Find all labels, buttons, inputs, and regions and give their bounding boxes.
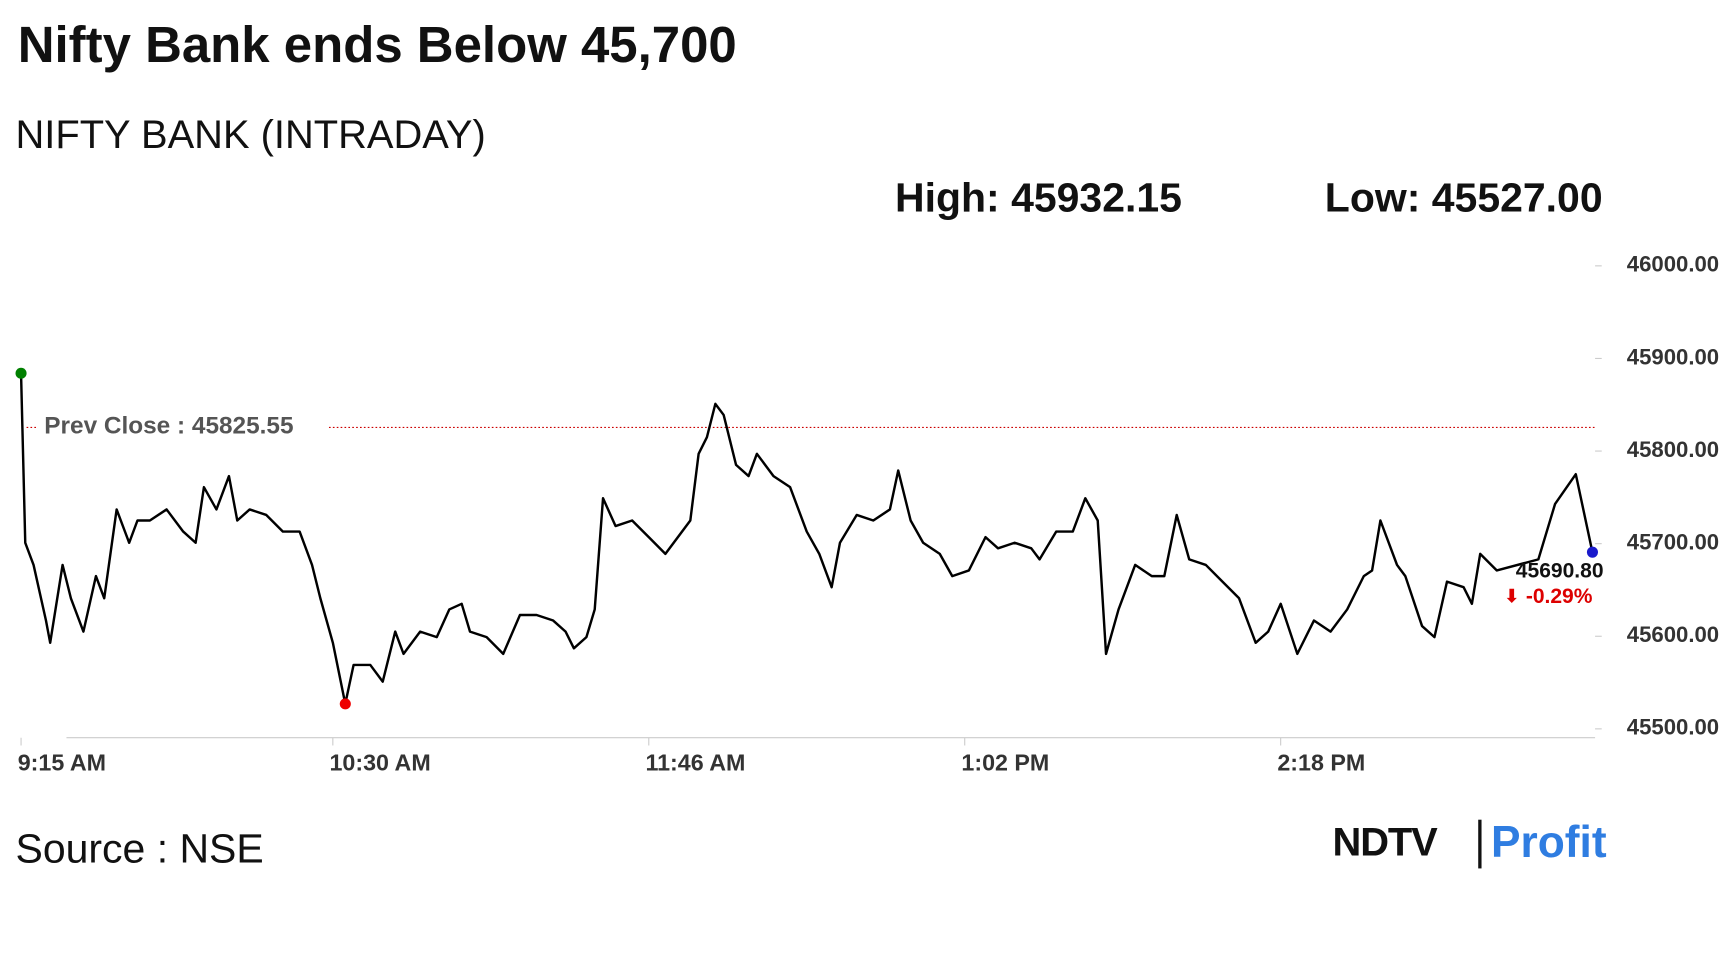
- logo: NDTV Profit: [1333, 818, 1607, 869]
- plot-area: 45500.00 45600.00 45700.00 45800.00 45900.00…: [15, 252, 1719, 775]
- chart-subtitle: NIFTY BANK (INTRADAY): [16, 113, 486, 157]
- y-tick-label: 45600.00: [1627, 622, 1719, 647]
- change-label: -0.29%: [1526, 585, 1593, 608]
- open-marker: [15, 367, 27, 379]
- high-value: 45932.15: [1011, 174, 1182, 220]
- high-stat: High: 45932.15: [895, 174, 1182, 220]
- x-tick-label: 2:18 PM: [1277, 749, 1365, 775]
- x-tick-label: 11:46 AM: [645, 749, 745, 775]
- y-tick-label: 45700.00: [1627, 529, 1719, 554]
- y-tick-label: 46000.00: [1627, 252, 1719, 277]
- high-name: High:: [895, 174, 1000, 220]
- x-tick-label: 10:30 AM: [330, 749, 431, 775]
- chart-title: Nifty Bank ends Below 45,700: [18, 16, 737, 73]
- logo-left: NDTV: [1333, 821, 1439, 865]
- logo-right: Profit: [1491, 818, 1607, 867]
- source: Source : NSE: [16, 826, 264, 872]
- price-line: [19, 373, 1594, 706]
- prev-close-label: Prev Close : 45825.55: [44, 413, 293, 440]
- y-tick-label: 45500.00: [1627, 715, 1719, 740]
- y-tick-label: 45800.00: [1627, 437, 1719, 462]
- low-marker: [339, 698, 351, 710]
- low-value: 45527.00: [1432, 174, 1603, 220]
- prev-close-name: Prev Close :: [44, 413, 185, 440]
- prev-close-label-bg: [37, 411, 328, 443]
- low-stat: Low: 45527.00: [1325, 174, 1603, 220]
- change-arrow: ⬇: [1504, 586, 1520, 607]
- x-tick-label: 9:15 AM: [18, 749, 106, 775]
- close-label: 45690.80: [1516, 560, 1604, 583]
- prev-close-value: 45825.55: [192, 413, 294, 440]
- x-tick-label: 1:02 PM: [961, 749, 1049, 775]
- y-tick-label: 45900.00: [1627, 344, 1719, 369]
- close-marker: [1586, 546, 1598, 558]
- low-name: Low:: [1325, 174, 1421, 220]
